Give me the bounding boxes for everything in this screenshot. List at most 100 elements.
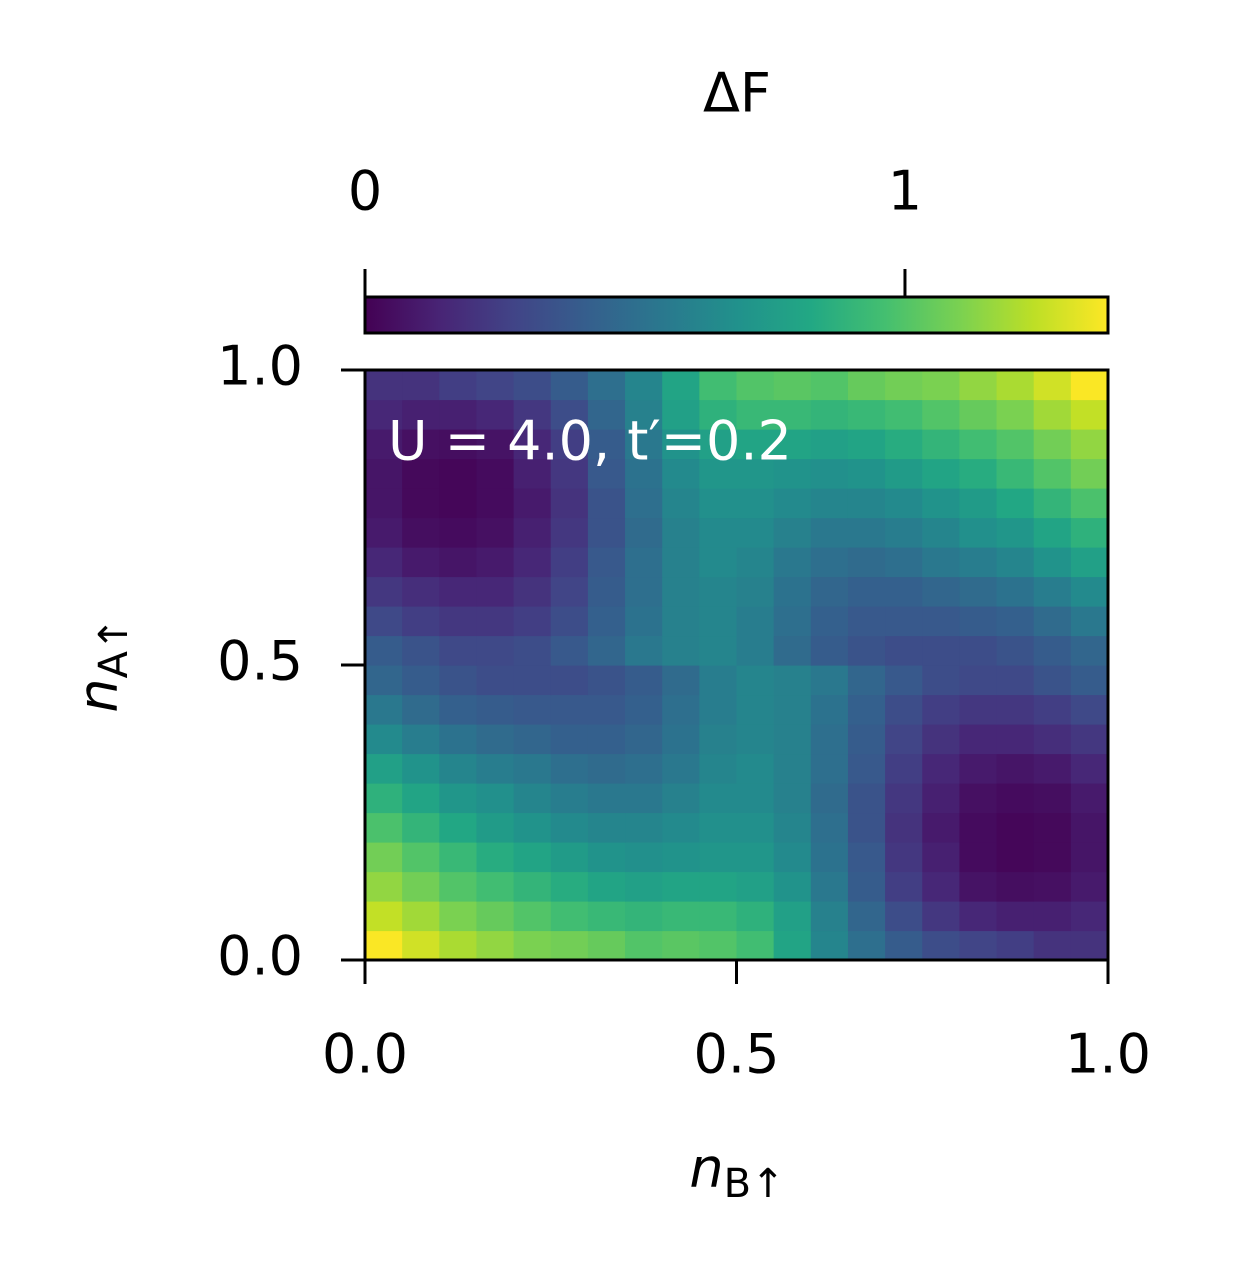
heatmap-cell: [810, 753, 849, 784]
heatmap-cell: [625, 783, 663, 814]
heatmap-cell: [550, 517, 589, 548]
x-axis-label: nB↑: [689, 1137, 784, 1207]
heatmap-cell: [847, 370, 886, 401]
heatmap-cell: [847, 930, 886, 961]
heatmap-cell: [736, 576, 775, 607]
heatmap-cell: [439, 458, 478, 489]
heatmap-cell: [1070, 871, 1109, 902]
heatmap-cell: [885, 901, 923, 932]
heatmap-cell: [959, 606, 998, 637]
heatmap-cell: [922, 842, 960, 873]
y-tick-label: 1.0: [217, 335, 303, 398]
heatmap-cell: [513, 930, 552, 961]
heatmap-cell: [365, 488, 403, 519]
heatmap-cell: [625, 871, 663, 902]
heatmap-cell: [996, 429, 1035, 460]
heatmap-cell: [1033, 753, 1072, 784]
heatmap-cell: [996, 842, 1035, 873]
heatmap-cell: [996, 694, 1035, 725]
heatmap-cell: [885, 842, 923, 873]
heatmap-cell: [810, 547, 849, 578]
heatmap-cell: [847, 783, 886, 814]
heatmap-cell: [365, 576, 403, 607]
heatmap-cell: [1070, 517, 1109, 548]
heatmap-cell: [959, 724, 998, 755]
colorbar-tick-label: 1: [888, 160, 922, 223]
heatmap-cell: [476, 488, 515, 519]
heatmap-cell: [662, 517, 700, 548]
heatmap-cell: [550, 753, 589, 784]
heatmap-cell: [587, 812, 626, 843]
heatmap-cell: [847, 901, 886, 932]
heatmap-cell: [587, 547, 626, 578]
heatmap-cell: [625, 842, 663, 873]
heatmap-cell: [439, 930, 478, 961]
heatmap-cell: [587, 783, 626, 814]
heatmap-cell: [959, 753, 998, 784]
heatmap-cell: [885, 724, 923, 755]
heatmap-cell: [587, 606, 626, 637]
heatmap-cell: [402, 635, 440, 666]
heatmap-cell: [587, 871, 626, 902]
heatmap-cell: [662, 370, 700, 401]
heatmap-cell: [513, 606, 552, 637]
heatmap-cell: [996, 606, 1035, 637]
heatmap-cell: [402, 842, 440, 873]
heatmap-cell: [885, 606, 923, 637]
heatmap-cell: [662, 606, 700, 637]
heatmap-cell: [402, 547, 440, 578]
heatmap-cell: [699, 488, 738, 519]
heatmap-cell: [699, 665, 738, 696]
heatmap-cell: [587, 429, 626, 460]
heatmap-cell: [402, 370, 440, 401]
heatmap-cell: [1070, 635, 1109, 666]
heatmap-cell: [625, 635, 663, 666]
heatmap-cell: [1070, 901, 1109, 932]
heatmap-cell: [662, 399, 700, 430]
heatmap-cell: [699, 812, 738, 843]
heatmap-cell: [625, 429, 663, 460]
heatmap-cell: [959, 576, 998, 607]
heatmap-cell: [1033, 517, 1072, 548]
heatmap-cell: [625, 753, 663, 784]
heatmap-cell: [810, 842, 849, 873]
heatmap-cell: [1033, 488, 1072, 519]
heatmap-cell: [550, 458, 589, 489]
heatmap-cell: [699, 694, 738, 725]
heatmap-cell: [1070, 429, 1109, 460]
heatmap-cell: [1033, 635, 1072, 666]
heatmap-cell: [773, 871, 812, 902]
heatmap-cell: [402, 901, 440, 932]
heatmap-cell: [476, 370, 515, 401]
heatmap-cell: [513, 458, 552, 489]
heatmap-cell: [959, 488, 998, 519]
heatmap-cell: [699, 399, 738, 430]
heatmap-cell: [402, 724, 440, 755]
heatmap-cell: [996, 370, 1035, 401]
heatmap-cell: [1070, 753, 1109, 784]
heatmap-cell: [699, 724, 738, 755]
heatmap-cell: [513, 429, 552, 460]
heatmap-cell: [736, 458, 775, 489]
heatmap-cell: [587, 517, 626, 548]
heatmap-cell: [736, 399, 775, 430]
heatmap-cell: [959, 694, 998, 725]
heatmap-cell: [1070, 399, 1109, 430]
heatmap-cell: [550, 547, 589, 578]
heatmap-cell: [625, 399, 663, 430]
heatmap-cell: [736, 901, 775, 932]
heatmap-cell: [736, 812, 775, 843]
heatmap-cell: [625, 547, 663, 578]
heatmap-cell: [810, 576, 849, 607]
heatmap-cell: [476, 576, 515, 607]
heatmap-cell: [513, 783, 552, 814]
heatmap-cell: [513, 694, 552, 725]
heatmap-cell: [550, 635, 589, 666]
heatmap-cell: [1070, 488, 1109, 519]
heatmap-cell: [959, 370, 998, 401]
heatmap-cell: [959, 930, 998, 961]
heatmap-cell: [847, 576, 886, 607]
heatmap-cell: [402, 812, 440, 843]
annotation: U = 4.0, t′=0.2: [388, 410, 792, 473]
